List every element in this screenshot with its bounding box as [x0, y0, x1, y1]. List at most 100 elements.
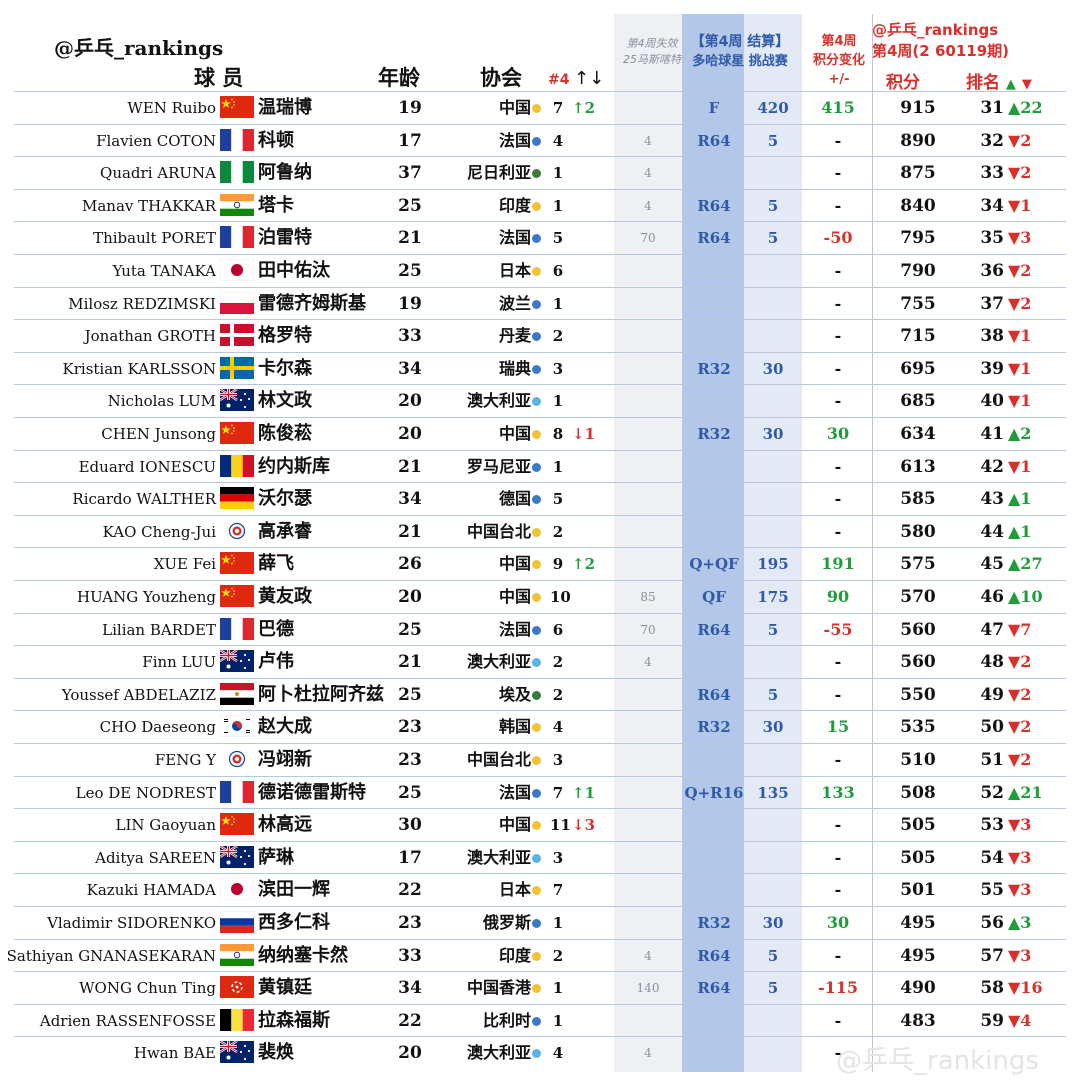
- header-event: 【第4周 结算】 多哈球星 挑战赛: [684, 32, 796, 72]
- rank-number: 40: [980, 391, 1004, 412]
- event-points: 135: [757, 783, 789, 802]
- points-change: -: [834, 326, 842, 346]
- player-association: 澳大利亚: [466, 1043, 531, 1063]
- points-change: -: [834, 880, 842, 900]
- player-name-cn: 裴焕: [258, 1042, 294, 1064]
- rank-number: 35: [980, 228, 1004, 249]
- header-change-line2: 积分变化: [812, 53, 865, 68]
- header-rankings: @乒乓_rankings 第4周(2 60119期): [872, 20, 1072, 62]
- seed-number: 7: [552, 99, 564, 117]
- association-dot-icon: [532, 821, 541, 831]
- rank-number: 49: [980, 684, 1004, 705]
- association-dot-icon: [532, 951, 541, 961]
- sweden-flag-icon: [220, 356, 254, 379]
- header-rank-label: 排名: [966, 73, 1000, 93]
- total-points: 580: [900, 521, 936, 542]
- seed-number: 3: [552, 359, 564, 378]
- table-row: Hwan BAE 裴焕 20 澳大利亚 4 4 -: [14, 1036, 1066, 1069]
- rank-number: 33: [980, 163, 1004, 184]
- table-row: Sathiyan GNANASEKARAN 纳纳塞卡然 33 印度 2 4 R64 5 - 495…: [7, 938, 1066, 972]
- player-age: 20: [398, 1043, 422, 1064]
- player-name-en: Youssef ABDELAZIZ: [61, 685, 216, 704]
- table-row: Lilian BARDET 巴德 25 法国 6 70 R64 5 -55 560 47 ▼7: [14, 612, 1066, 646]
- expiring-points: [616, 451, 680, 483]
- association-dot-icon: [532, 625, 541, 635]
- event-points: [744, 1037, 802, 1069]
- egypt-flag-icon: [220, 682, 254, 705]
- expiring-points: [616, 711, 680, 743]
- event-points: [744, 874, 802, 906]
- belgium-flag-icon: [220, 1008, 254, 1031]
- event-points: [744, 1005, 802, 1037]
- rank-number: 31: [980, 98, 1004, 118]
- player-name-cn: 黄镇廷: [258, 977, 312, 999]
- event-result: [682, 744, 746, 776]
- player-age: 21: [398, 521, 422, 542]
- japan-flag-icon: [219, 878, 255, 901]
- seed-number: 6: [552, 262, 564, 280]
- total-points: 535: [900, 717, 936, 738]
- event-result: [682, 451, 746, 483]
- points-column-divider: [872, 14, 873, 1072]
- player-association: 日本: [498, 880, 531, 900]
- player-name-en: Ricardo WALTHER: [72, 490, 216, 509]
- event-result: R64: [697, 946, 731, 965]
- player-association: 罗马尼亚: [466, 456, 531, 476]
- header-points: 积分: [886, 73, 920, 93]
- hongkong-flag-icon: [220, 976, 254, 999]
- total-points: 570: [900, 587, 936, 607]
- seed-number: 1: [552, 457, 564, 476]
- points-change: -50: [823, 228, 853, 248]
- china-flag-icon: [220, 96, 254, 118]
- points-change: -: [834, 847, 842, 867]
- player-name-en: Vladimir SIDORENKO: [47, 914, 216, 932]
- australia-flag-icon: [219, 1040, 254, 1064]
- player-name-cn: 泊雷特: [258, 227, 312, 249]
- seed-number: 1: [552, 196, 564, 215]
- event-points: 5: [767, 946, 779, 965]
- player-name-cn: 赵大成: [258, 716, 312, 738]
- points-change: -: [834, 815, 842, 835]
- total-points: 890: [900, 130, 936, 151]
- player-name-en: WONG Chun Ting: [79, 979, 216, 998]
- association-dot-icon: [532, 690, 541, 700]
- rank-change: ▼2: [1008, 293, 1032, 313]
- seed-number: 1: [552, 294, 564, 313]
- rank-change: ▼2: [1008, 652, 1032, 672]
- expiring-points: [616, 548, 680, 580]
- rank-change: ▼3: [1008, 228, 1032, 248]
- player-age: 26: [398, 554, 422, 575]
- association-dot-icon: [532, 919, 541, 928]
- player-name-en: Milosz REDZIMSKI: [68, 294, 216, 313]
- table-row: Thibault PORET 泊雷特 21 法国 5 70 R64 5 -50 795 35 ▼3: [14, 221, 1066, 254]
- rank-change: ▼1: [1008, 456, 1032, 476]
- player-name-cn: 冯翊新: [258, 749, 312, 770]
- total-points: 510: [900, 750, 936, 770]
- header-change-line3: +/-: [828, 72, 850, 87]
- event-result: R32: [697, 914, 731, 932]
- rank-change: ▲2: [1008, 424, 1032, 443]
- player-age: 17: [398, 847, 422, 868]
- points-change: -: [834, 684, 842, 704]
- player-age: 17: [398, 130, 422, 151]
- association-dot-icon: [532, 267, 541, 276]
- header-change: 第4周 积分变化 +/-: [804, 32, 874, 89]
- seed-number: 1: [552, 1011, 564, 1030]
- total-points: 634: [900, 424, 936, 444]
- event-points: 30: [762, 718, 784, 737]
- association-dot-icon: [532, 495, 541, 505]
- rank-change: ▼2: [1008, 163, 1032, 183]
- total-points: 585: [900, 489, 936, 510]
- association-dot-icon: [532, 234, 541, 244]
- points-change: 133: [821, 782, 855, 802]
- player-name-cn: 高承睿: [258, 520, 312, 542]
- rank-change: ▼1: [1008, 195, 1032, 215]
- total-points: 790: [900, 261, 936, 281]
- rank-number: 53: [980, 815, 1004, 836]
- total-points: 840: [900, 195, 936, 216]
- player-name-cn: 黄友政: [258, 586, 312, 607]
- table-row: Manav THAKKAR 塔卡 25 印度 1 4 R64 5 - 840 34 ▼1: [14, 188, 1066, 222]
- nigeria-flag-icon: [220, 161, 254, 184]
- expiring-points: 4: [644, 198, 652, 213]
- rank-change: ▲1: [1008, 489, 1032, 509]
